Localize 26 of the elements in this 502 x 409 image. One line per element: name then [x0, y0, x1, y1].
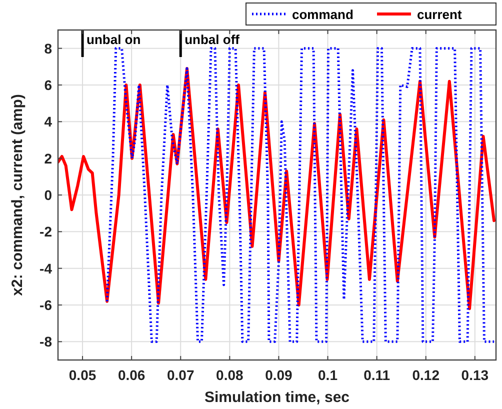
line-series — [106, 47, 496, 343]
x-tick-label: 0.11 — [364, 367, 390, 383]
y-tick-label: -6 — [40, 297, 52, 313]
x-tick-label: 0.08 — [216, 367, 244, 383]
x-tick-label: 0.09 — [265, 367, 293, 383]
legend-label: current — [417, 7, 462, 22]
y-tick-label: -8 — [40, 334, 52, 350]
ref-line-label: unbal off — [184, 32, 240, 47]
x-axis-title: Simulation time, sec — [204, 389, 350, 406]
y-tick-label: 8 — [44, 40, 52, 56]
y-tick-label: -2 — [40, 224, 52, 240]
legend-label: command — [292, 7, 354, 22]
ref-line-label: unbal on — [86, 32, 141, 47]
x-tick-label: 0.06 — [118, 367, 146, 383]
y-axis-title: x2: command, current (amp) — [9, 94, 26, 296]
x-tick-label: 0.12 — [412, 367, 440, 383]
y-tick-label: 2 — [44, 150, 52, 166]
y-tick-label: -4 — [40, 260, 52, 276]
y-tick-label: 4 — [44, 114, 52, 130]
x-tick-label: 0.05 — [68, 367, 96, 383]
x-tick-label: 0.07 — [166, 367, 194, 383]
y-tick-label: 6 — [44, 77, 52, 93]
y-tick-label: 0 — [44, 187, 52, 203]
line-series — [58, 67, 496, 310]
x-tick-label: 0.13 — [461, 367, 489, 383]
x-tick-label: 0.1 — [318, 367, 338, 383]
